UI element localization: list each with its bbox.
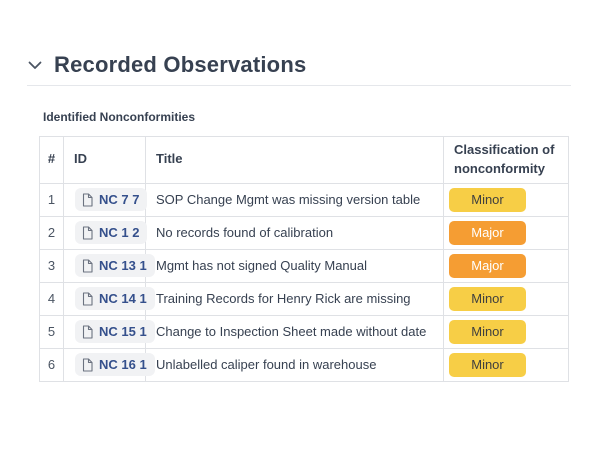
row-number: 4 <box>39 281 64 316</box>
row-number: 5 <box>39 314 64 349</box>
document-icon <box>82 259 93 273</box>
id-chip-label: NC 13 1 <box>99 258 147 274</box>
row-title: Mgmt has not signed Quality Manual <box>145 248 444 283</box>
nc-id-chip[interactable]: NC 15 1 <box>75 320 155 344</box>
nc-id-chip[interactable]: NC 16 1 <box>75 353 155 377</box>
row-number: 2 <box>39 215 64 250</box>
document-icon <box>82 226 93 240</box>
table-row: 3 NC 13 1 Mgmt has not signed Quality Ma… <box>39 248 569 283</box>
table-row: 6 NC 16 1 Unlabelled caliper found in wa… <box>39 347 569 382</box>
table-header-row: # ID Title Classification of nonconformi… <box>39 136 569 184</box>
nc-id-chip[interactable]: NC 7 7 <box>75 188 148 212</box>
section-title: Recorded Observations <box>54 52 307 77</box>
classification-badge: Minor <box>449 286 526 311</box>
table-row: 2 NC 1 2 No records found of calibration… <box>39 215 569 250</box>
column-header-id: ID <box>63 136 146 184</box>
classification-badge: Minor <box>449 352 526 377</box>
id-chip-label: NC 16 1 <box>99 357 147 373</box>
section-header: Recorded Observations <box>28 52 600 78</box>
nonconformities-table: # ID Title Classification of nonconformi… <box>39 136 569 382</box>
row-number: 1 <box>39 182 64 217</box>
column-header-title: Title <box>145 136 444 184</box>
row-title: SOP Change Mgmt was missing version tabl… <box>145 182 444 217</box>
table-row: 5 NC 15 1 Change to Inspection Sheet mad… <box>39 314 569 349</box>
classification-badge: Minor <box>449 319 526 344</box>
table-row: 4 NC 14 1 Training Records for Henry Ric… <box>39 281 569 316</box>
row-title: Training Records for Henry Rick are miss… <box>145 281 444 316</box>
chevron-down-icon[interactable] <box>28 61 42 70</box>
table-header: # ID Title Classification of nonconformi… <box>39 136 569 184</box>
table-body: 1 NC 7 7 SOP Change Mgmt was missing ver… <box>39 182 569 382</box>
document-icon <box>82 193 93 207</box>
id-chip-label: NC 14 1 <box>99 291 147 307</box>
nc-id-chip[interactable]: NC 1 2 <box>75 221 148 245</box>
document-icon <box>82 358 93 372</box>
row-title: No records found of calibration <box>145 215 444 250</box>
row-number: 6 <box>39 347 64 382</box>
id-chip-label: NC 1 2 <box>99 225 140 241</box>
section-divider <box>27 85 571 86</box>
classification-badge: Major <box>449 220 526 245</box>
nc-id-chip[interactable]: NC 14 1 <box>75 287 155 311</box>
panel-subtitle: Identified Nonconformities <box>43 110 196 124</box>
column-header-classification: Classification of nonconformity <box>443 136 569 184</box>
nc-id-chip[interactable]: NC 13 1 <box>75 254 155 278</box>
column-header-number: # <box>39 136 64 184</box>
row-number: 3 <box>39 248 64 283</box>
classification-badge: Major <box>449 253 526 278</box>
row-title: Change to Inspection Sheet made without … <box>145 314 444 349</box>
document-icon <box>82 292 93 306</box>
table-row: 1 NC 7 7 SOP Change Mgmt was missing ver… <box>39 182 569 217</box>
document-icon <box>82 325 93 339</box>
id-chip-label: NC 7 7 <box>99 192 140 208</box>
id-chip-label: NC 15 1 <box>99 324 147 340</box>
classification-badge: Minor <box>449 187 526 212</box>
row-title: Unlabelled caliper found in warehouse <box>145 347 444 382</box>
